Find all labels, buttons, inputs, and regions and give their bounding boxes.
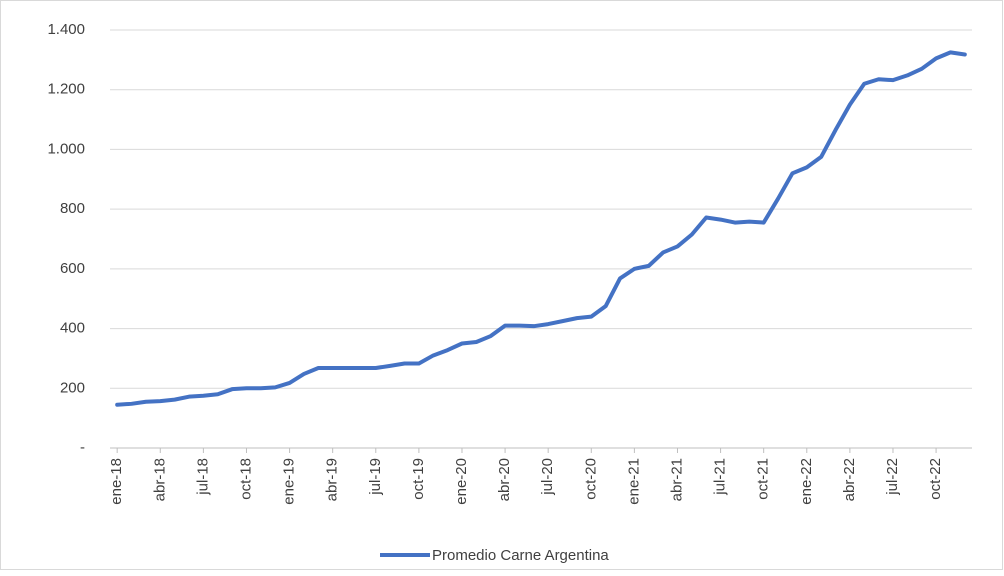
y-tick-label: - [80, 439, 85, 456]
legend-label: Promedio Carne Argentina [432, 547, 609, 564]
x-tick-label: abr-20 [496, 458, 513, 501]
x-tick-label: abr-21 [668, 458, 685, 501]
y-tick-label: 1.200 [47, 81, 85, 98]
x-tick-label: jul-20 [539, 458, 556, 496]
x-tick-label: oct-21 [755, 458, 772, 500]
x-tick-label: jul-18 [194, 458, 211, 496]
x-tick-label: ene-21 [625, 458, 642, 505]
x-tick-label: abr-22 [841, 458, 858, 501]
y-tick-label: 600 [60, 260, 85, 277]
y-tick-label: 800 [60, 200, 85, 217]
x-tick-label: jul-22 [884, 458, 901, 496]
x-tick-label: ene-18 [108, 458, 125, 505]
x-tick-label: abr-19 [324, 458, 341, 501]
x-tick-label: ene-20 [453, 458, 470, 505]
line [115, 50, 967, 407]
x-tick-label: oct-19 [410, 458, 427, 500]
x-tick-label: oct-18 [237, 458, 254, 500]
x-tick-label: jul-19 [367, 458, 384, 496]
x-tick-label: jul-21 [712, 458, 729, 496]
x-tick-label: ene-22 [798, 458, 815, 505]
x-tick-label: oct-20 [582, 458, 599, 500]
x-tick-label: ene-19 [281, 458, 298, 505]
x-tick-label: oct-22 [927, 458, 944, 500]
y-tick-label: 400 [60, 320, 85, 337]
y-tick-label: 1.000 [47, 140, 85, 157]
y-tick-label: 200 [60, 379, 85, 396]
y-tick-label: 1.400 [47, 21, 85, 38]
x-tick-label: abr-18 [151, 458, 168, 501]
